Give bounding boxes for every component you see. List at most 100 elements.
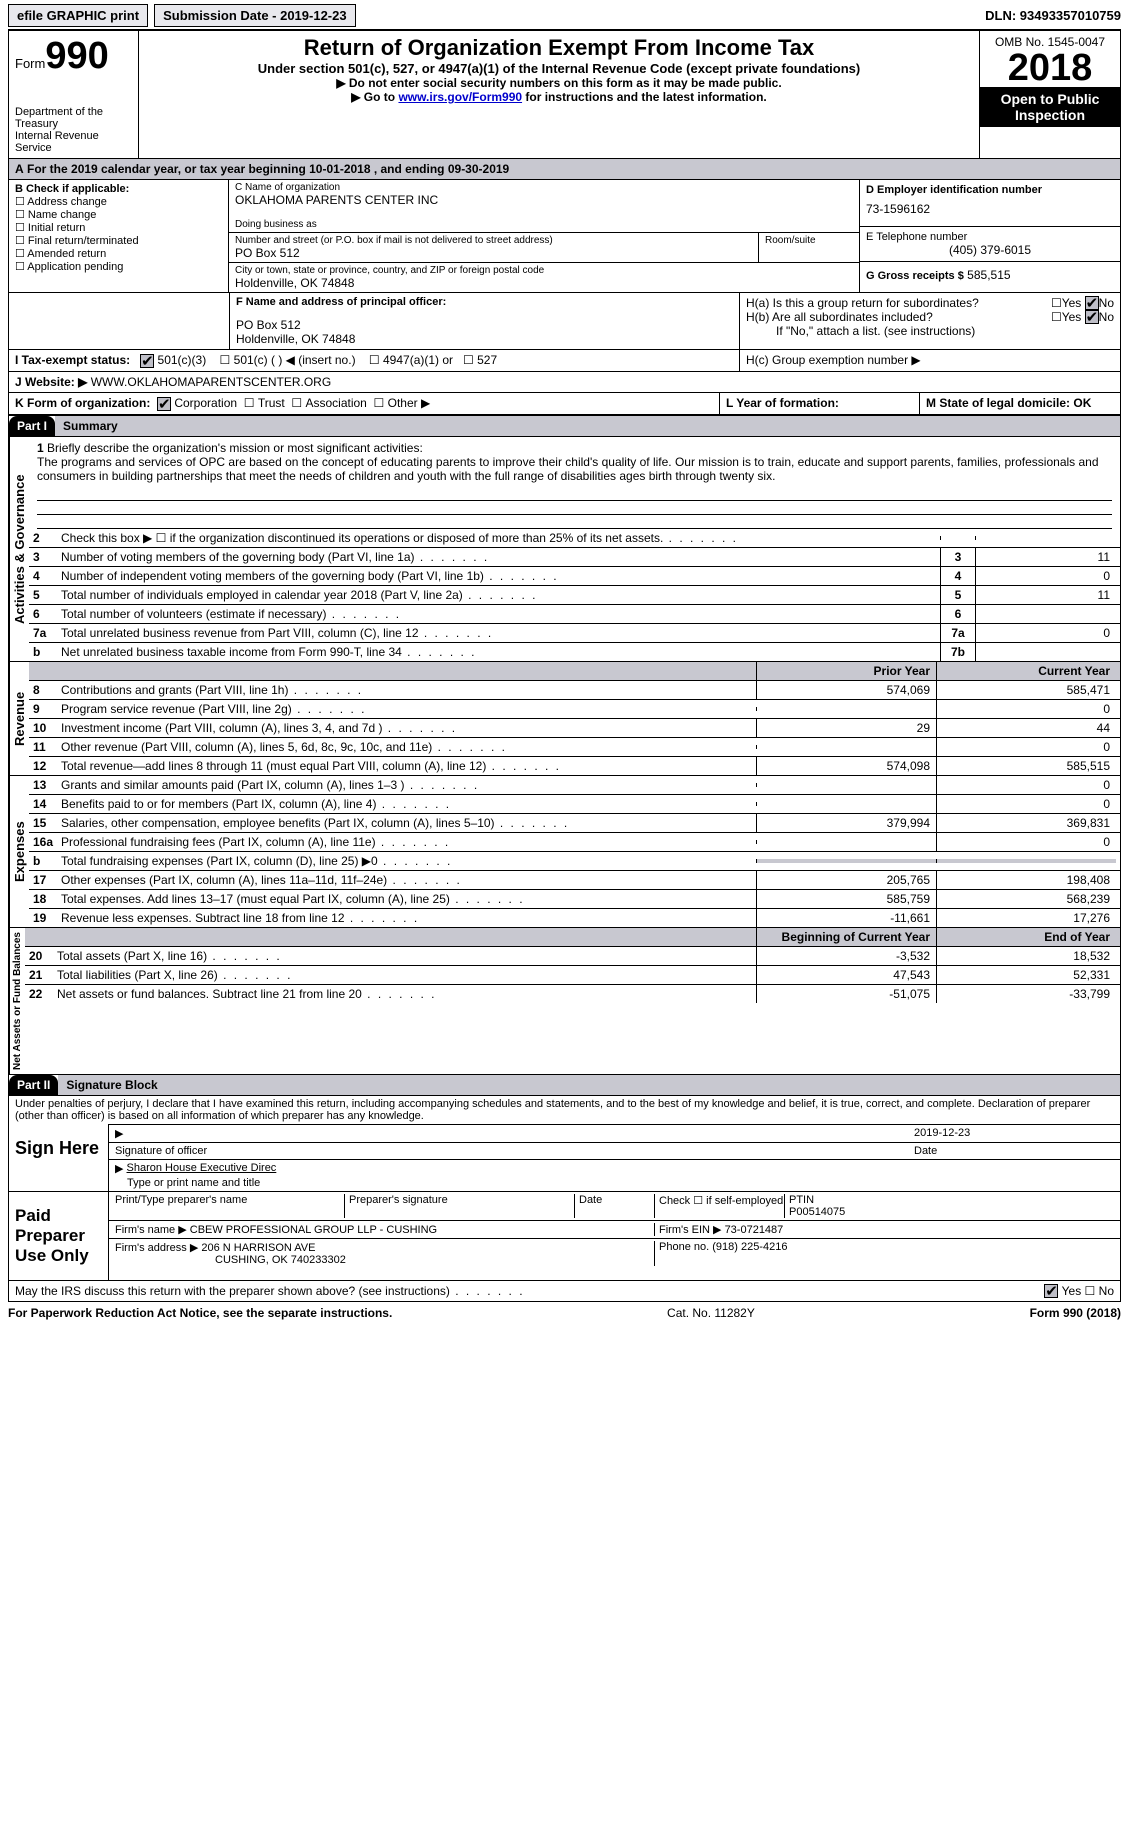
b-checkbox-item[interactable]: ☐ Final return/terminated — [15, 234, 222, 247]
data-line: 11Other revenue (Part VIII, column (A), … — [29, 738, 1120, 757]
col-b: B Check if applicable: ☐ Address change☐… — [9, 180, 229, 292]
firm-phone-value: (918) 225-4216 — [712, 1241, 787, 1253]
data-line: 20Total assets (Part X, line 16)-3,53218… — [25, 947, 1120, 966]
c-name-label: C Name of organization — [235, 182, 853, 193]
m-label: M State of legal domicile: OK — [926, 396, 1091, 410]
form-header: Form990 Department of the Treasury Inter… — [8, 29, 1121, 159]
dln-label: DLN: 93493357010759 — [985, 8, 1121, 23]
section-j: J Website: ▶ WWW.OKLAHOMAPARENTSCENTER.O… — [8, 372, 1121, 393]
b-items: ☐ Address change☐ Name change☐ Initial r… — [15, 195, 222, 273]
firm-value: CBEW PROFESSIONAL GROUP LLP - CUSHING — [190, 1224, 437, 1236]
rev-label: Revenue — [9, 662, 29, 775]
current-year-header: Current Year — [936, 662, 1116, 680]
irs-link[interactable]: www.irs.gov/Form990 — [398, 90, 522, 104]
calendar-year-row: A For the 2019 calendar year, or tax yea… — [8, 159, 1121, 180]
b-checkbox-item[interactable]: ☐ Application pending — [15, 260, 222, 273]
phone-value: (405) 379-6015 — [866, 243, 1114, 257]
org-address: PO Box 512 — [235, 246, 752, 260]
city-label: City or town, state or province, country… — [235, 265, 853, 276]
submission-date-label: Submission Date - 2019-12-23 — [163, 8, 347, 23]
spacer — [9, 293, 229, 349]
gov-line: 2Check this box ▶ ☐ if the organization … — [29, 529, 1120, 548]
part1-body: Activities & Governance 1 Briefly descri… — [8, 437, 1121, 662]
ha-label: H(a) Is this a group return for subordin… — [746, 296, 1051, 310]
self-emp-label: Check ☐ if self-employed — [655, 1194, 785, 1218]
dept-label: Department of the Treasury Internal Reve… — [15, 106, 132, 154]
firm-label: Firm's name ▶ — [115, 1224, 187, 1236]
submission-date-button[interactable]: Submission Date - 2019-12-23 — [154, 4, 356, 27]
data-line: 21Total liabilities (Part X, line 26)47,… — [25, 966, 1120, 985]
gov-line: 7aTotal unrelated business revenue from … — [29, 624, 1120, 643]
net-label: Net Assets or Fund Balances — [9, 928, 25, 1074]
mission-block: 1 Briefly describe the organization's mi… — [29, 437, 1120, 487]
gov-line: bNet unrelated business taxable income f… — [29, 643, 1120, 661]
phone-label: E Telephone number — [866, 231, 1114, 243]
gov-line: 6Total number of volunteers (estimate if… — [29, 605, 1120, 624]
dba-label: Doing business as — [235, 219, 853, 230]
sign-date-value: 2019-12-23 — [914, 1127, 1114, 1140]
data-line: 22Net assets or fund balances. Subtract … — [25, 985, 1120, 1003]
gross-label: G Gross receipts $ — [866, 270, 964, 282]
sig-label: Signature of officer — [115, 1145, 914, 1157]
b-label: B Check if applicable: — [15, 183, 222, 195]
data-line: 13Grants and similar amounts paid (Part … — [29, 776, 1120, 795]
date-label: Date — [914, 1145, 1114, 1157]
b-checkbox-item[interactable]: ☐ Name change — [15, 208, 222, 221]
section-f-h: F Name and address of principal officer:… — [8, 293, 1121, 350]
gross-value: 585,515 — [967, 268, 1010, 282]
part1-title: Summary — [55, 416, 1120, 436]
part2-header: Part II Signature Block — [8, 1075, 1121, 1096]
prep-sig-label: Preparer's signature — [345, 1194, 575, 1218]
b-checkbox-item[interactable]: ☐ Address change — [15, 195, 222, 208]
data-line: bTotal fundraising expenses (Part IX, co… — [29, 852, 1120, 871]
hb-no-check[interactable] — [1085, 310, 1099, 324]
prep-date-label: Date — [575, 1194, 655, 1218]
type-label: Type or print name and title — [109, 1177, 1120, 1191]
efile-print-button[interactable]: efile GRAPHIC print — [8, 4, 148, 27]
i-label: I Tax-exempt status: — [15, 353, 130, 367]
part1-bar: Part I — [9, 416, 55, 436]
ein-label: D Employer identification number — [866, 184, 1114, 196]
section-k-l-m: K Form of organization: Corporation ☐ Tr… — [8, 393, 1121, 415]
j-label: J Website: ▶ — [15, 375, 87, 389]
gov-line: 5Total number of individuals employed in… — [29, 586, 1120, 605]
org-name: OKLAHOMA PARENTS CENTER INC — [235, 193, 853, 207]
data-line: 10Investment income (Part VIII, column (… — [29, 719, 1120, 738]
ptin-value: P00514075 — [789, 1206, 845, 1218]
b-checkbox-item[interactable]: ☐ Initial return — [15, 221, 222, 234]
col-f: F Name and address of principal officer:… — [229, 293, 740, 349]
eoy-header: End of Year — [936, 928, 1116, 946]
data-line: 19Revenue less expenses. Subtract line 1… — [29, 909, 1120, 927]
discuss-row: May the IRS discuss this return with the… — [8, 1281, 1121, 1302]
corp-check[interactable] — [157, 397, 171, 411]
officer-name: Sharon House Executive Direc — [127, 1162, 277, 1175]
form-label: Form990 — [15, 35, 132, 78]
prep-name-label: Print/Type preparer's name — [115, 1194, 345, 1218]
discuss-yes-check[interactable] — [1044, 1284, 1058, 1298]
f-addr2: Holdenville, OK 74848 — [236, 332, 733, 346]
hc-label: H(c) Group exemption number ▶ — [746, 353, 921, 367]
revenue-section: Revenue Prior YearCurrent Year 8Contribu… — [8, 662, 1121, 776]
501c3-check[interactable] — [140, 354, 154, 368]
data-line: 12Total revenue—add lines 8 through 11 (… — [29, 757, 1120, 775]
declaration: Under penalties of perjury, I declare th… — [8, 1096, 1121, 1124]
ein-value: 73-1596162 — [866, 196, 1114, 222]
b-checkbox-item[interactable]: ☐ Amended return — [15, 247, 222, 260]
f-label: F Name and address of principal officer: — [236, 296, 733, 308]
gov-line: 4Number of independent voting members of… — [29, 567, 1120, 586]
exp-label: Expenses — [9, 776, 29, 927]
hb-note: If "No," attach a list. (see instruction… — [746, 324, 1114, 338]
pra-notice: For Paperwork Reduction Act Notice, see … — [8, 1306, 392, 1320]
discuss-question: May the IRS discuss this return with the… — [15, 1284, 1044, 1298]
gov-line: 3Number of voting members of the governi… — [29, 548, 1120, 567]
sign-here-label: Sign Here — [9, 1124, 109, 1191]
mission-text: The programs and services of OPC are bas… — [37, 455, 1099, 483]
paid-preparer-block: Paid Preparer Use Only Print/Type prepar… — [8, 1192, 1121, 1281]
data-line: 9Program service revenue (Part VIII, lin… — [29, 700, 1120, 719]
form-title: Return of Organization Exempt From Incom… — [145, 35, 973, 61]
firm-addr-value: 206 N HARRISON AVE — [201, 1242, 315, 1254]
prior-year-header: Prior Year — [756, 662, 936, 680]
firm-addr-label: Firm's address ▶ — [115, 1242, 198, 1254]
gov-label: Activities & Governance — [9, 437, 29, 661]
part1-header: Part I Summary — [8, 415, 1121, 437]
